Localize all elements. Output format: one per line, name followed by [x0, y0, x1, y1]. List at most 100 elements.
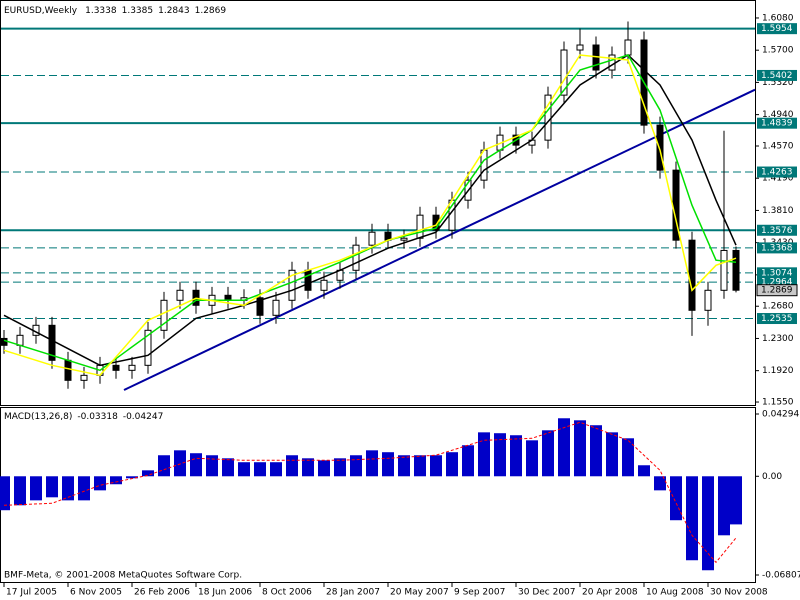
candle-body	[704, 289, 712, 311]
macd-bar	[638, 465, 650, 477]
copyright: BMF-Meta, © 2001-2008 MetaQuotes Softwar…	[4, 571, 242, 581]
trend-line	[123, 88, 756, 391]
candle-body	[256, 297, 264, 316]
candle-body	[400, 237, 408, 241]
candle-body	[64, 359, 72, 381]
macd-bar	[158, 455, 170, 477]
macd-bar	[0, 476, 10, 511]
level-label: 1.2535	[761, 314, 793, 324]
macd-bar	[366, 450, 378, 477]
x-tick-label: 8 Oct 2006	[262, 588, 312, 598]
level-label-box	[757, 313, 797, 325]
candle-body	[416, 214, 424, 239]
macd-value: -0.03318	[77, 412, 118, 422]
macd-bar	[606, 432, 618, 477]
x-tick-label: 17 Jul 2005	[6, 588, 57, 598]
level-label-box	[757, 166, 797, 178]
x-tick-label: 18 Jun 2006	[198, 588, 252, 598]
symbol: EURUSD,Weekly	[4, 6, 78, 16]
macd-bar	[730, 476, 742, 525]
candle-body	[304, 269, 312, 291]
candle-body	[688, 239, 696, 311]
candle-body	[80, 374, 88, 381]
candle-body	[128, 364, 136, 371]
candle-body	[320, 279, 328, 291]
signal-value: -0.04247	[123, 412, 163, 422]
macd-bar	[702, 476, 714, 571]
y-tick-label: 1.5700	[762, 46, 794, 56]
macd-bar	[350, 455, 362, 477]
level-label: 1.2964	[761, 278, 793, 288]
x-tick-label: 20 May 2007	[390, 588, 449, 598]
candle-body	[176, 289, 184, 301]
candle-body	[368, 231, 376, 246]
macd-bar	[206, 455, 218, 477]
candle-body	[48, 324, 56, 361]
macd-bar	[542, 430, 554, 477]
y-tick-label: 1.3810	[762, 206, 794, 216]
level-label: 1.3074	[761, 268, 793, 278]
macd-bar	[190, 453, 202, 477]
x-tick-label: 9 Sep 2007	[454, 588, 505, 598]
macd-bar	[382, 452, 394, 477]
macd-bar	[62, 476, 74, 501]
macd-bar	[318, 460, 330, 477]
price-label: 1.2869	[761, 286, 793, 296]
macd-bar	[654, 476, 666, 491]
x-tick-label: 30 Nov 2008	[710, 588, 768, 598]
macd-bar	[254, 462, 266, 477]
level-label: 1.3576	[761, 226, 793, 236]
y-tick-label: -0.06807	[762, 570, 800, 580]
y-tick-label: 1.5320	[762, 78, 794, 88]
level-label-box	[757, 224, 797, 236]
candle-body	[160, 299, 168, 331]
candle-body	[732, 249, 740, 291]
y-tick-label: 1.6080	[762, 13, 794, 23]
high-value: 1.3385	[122, 6, 154, 16]
level-label-box	[757, 242, 797, 254]
macd-bar	[398, 455, 410, 477]
level-label-box	[757, 69, 797, 81]
candle-body	[16, 334, 24, 346]
level-label: 1.4839	[761, 119, 793, 129]
candle-body	[576, 44, 584, 51]
moving-average	[3, 54, 737, 367]
candle-body	[288, 269, 296, 301]
level-label-box	[757, 117, 797, 129]
moving-average	[3, 54, 737, 372]
y-tick-label: 1.1550	[762, 398, 794, 408]
level-label: 1.5402	[761, 71, 793, 81]
macd-bar	[478, 432, 490, 477]
macd-title: MACD(13,26,8)	[4, 412, 72, 422]
macd-bar	[142, 470, 154, 477]
macd-bar	[46, 476, 58, 498]
macd-bar	[590, 425, 602, 477]
y-tick-label: 1.4570	[762, 141, 794, 151]
macd-bar	[430, 455, 442, 477]
candle-body	[560, 49, 568, 96]
y-tick-label: 1.1920	[762, 366, 794, 376]
open-value: 1.3338	[85, 6, 117, 16]
candle-body	[224, 294, 232, 301]
y-tick-label: 0.04294	[762, 410, 799, 420]
macd-bar	[238, 462, 250, 477]
level-label-box	[757, 23, 797, 35]
plot-layer: 1.6080 1.5700 1.5320 1.4940 1.4570 1.4190 1.38…	[0, 13, 800, 598]
macd-bar	[494, 433, 506, 477]
level-label-box	[757, 276, 797, 288]
x-tick-label: 6 Nov 2005	[70, 588, 122, 598]
candle-body	[608, 54, 616, 71]
x-tick-label: 26 Feb 2006	[134, 588, 190, 598]
macd-bar	[622, 438, 634, 477]
macd-bar	[446, 452, 458, 477]
macd-bar	[286, 455, 298, 477]
candle-body	[720, 249, 728, 291]
x-tick-label: 30 Dec 2007	[518, 588, 576, 598]
macd-bar	[334, 458, 346, 477]
macd-bar	[174, 450, 186, 477]
x-tick-label: 28 Jan 2007	[326, 588, 380, 598]
candle-body	[112, 364, 120, 371]
y-tick-label: 1.2680	[762, 302, 794, 312]
candle-body	[624, 39, 632, 56]
level-label: 1.4263	[761, 168, 793, 178]
